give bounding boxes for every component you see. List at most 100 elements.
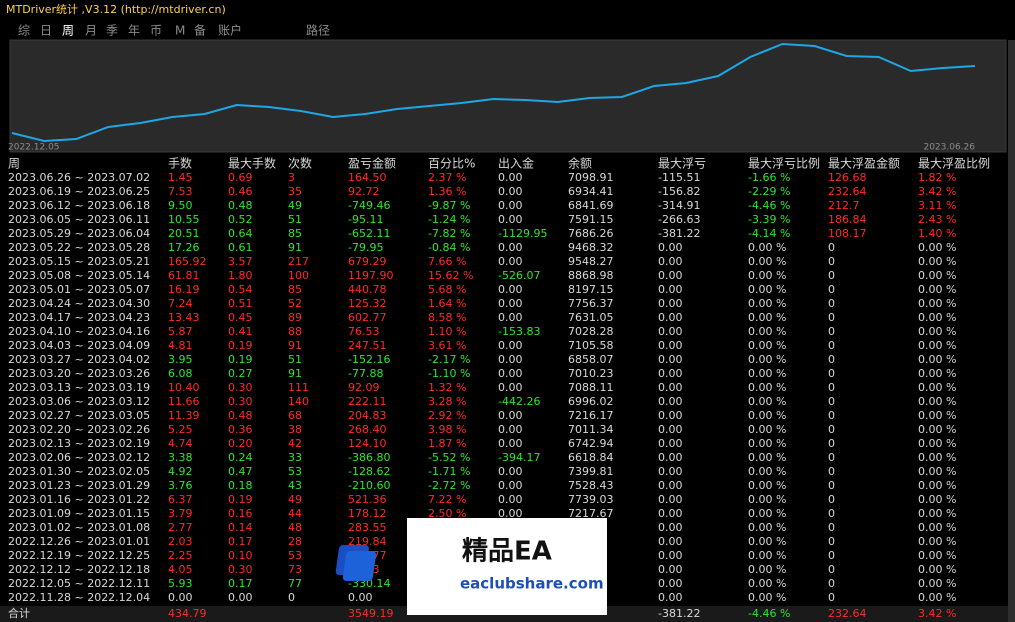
column-header[interactable]: 最大浮盈比例: [918, 157, 990, 171]
table-cell: 212.7: [828, 199, 860, 212]
table-cell: 0.00: [658, 395, 683, 408]
table-cell: -442.26: [498, 395, 540, 408]
tab[interactable]: 币: [150, 24, 162, 38]
table-cell: 20.51: [168, 227, 200, 240]
table-cell: 0: [828, 549, 835, 562]
table-cell: 0.00 %: [748, 255, 786, 268]
table-cell: 0.00: [498, 423, 523, 436]
period-cell: 2023.01.09 ~ 2023.01.15: [8, 507, 150, 520]
table-cell: 204.83: [348, 409, 387, 422]
table-cell: 38: [288, 423, 302, 436]
period-cell: 2023.04.03 ~ 2023.04.09: [8, 339, 150, 352]
table-cell: 0.00 %: [918, 507, 956, 520]
period-cell: 2023.06.19 ~ 2023.06.25: [8, 185, 150, 198]
tab[interactable]: 综: [18, 24, 30, 38]
table-cell: 0.54: [228, 283, 253, 296]
period-cell: 2022.12.12 ~ 2022.12.18: [8, 563, 150, 576]
table-cell: 0: [828, 409, 835, 422]
table-cell: 33: [288, 451, 302, 464]
column-header[interactable]: 最大浮亏: [658, 157, 706, 171]
table-cell: 126.68: [828, 171, 867, 184]
table-cell: 0.00 %: [748, 381, 786, 394]
table-cell: 7010.23: [568, 367, 614, 380]
table-cell: 49: [288, 493, 302, 506]
column-header[interactable]: 余额: [568, 156, 592, 171]
table-cell: 2.43 %: [918, 213, 956, 226]
table-cell: 0.00: [658, 577, 683, 590]
table-cell: 219.84: [348, 535, 387, 548]
table-cell: 1197.90: [348, 269, 394, 282]
table-cell: -394.17: [498, 451, 540, 464]
tab[interactable]: 账户: [218, 23, 242, 38]
table-cell: 92.72: [348, 185, 380, 198]
table-cell: 76.53: [348, 325, 380, 338]
table-cell: 283.55: [348, 521, 387, 534]
table-cell: 679.29: [348, 255, 387, 268]
tab[interactable]: 日: [40, 24, 52, 38]
tab[interactable]: 月: [85, 24, 97, 38]
column-header[interactable]: 百分比%: [428, 157, 475, 171]
table-cell: 0.00: [498, 493, 523, 506]
table-cell: 0.00: [498, 297, 523, 310]
column-header[interactable]: 次数: [288, 156, 312, 171]
table-cell: 164.50: [348, 171, 387, 184]
tab[interactable]: 备: [194, 24, 206, 38]
table-cell: 11.66: [168, 395, 200, 408]
tab[interactable]: 路径: [306, 23, 330, 38]
table-cell: -1.71 %: [428, 465, 470, 478]
table-cell: 85: [288, 227, 302, 240]
tab[interactable]: 周: [62, 24, 74, 38]
tab[interactable]: 年: [128, 24, 140, 38]
tab[interactable]: 季: [106, 24, 118, 38]
column-header[interactable]: 手数: [168, 156, 192, 171]
table-cell: 0.48: [228, 409, 253, 422]
table-cell: 0.00: [498, 507, 523, 520]
table-cell: 0.00: [498, 409, 523, 422]
table-cell: 0: [828, 241, 835, 254]
column-header[interactable]: 出入金: [498, 156, 534, 171]
period-cell: 2023.02.27 ~ 2023.03.05: [8, 409, 150, 422]
period-cell: 2023.02.06 ~ 2023.02.12: [8, 451, 150, 464]
column-header[interactable]: 盈亏金额: [348, 156, 396, 171]
table-cell: 10.55: [168, 213, 200, 226]
column-header[interactable]: 周: [8, 157, 20, 171]
table-cell: 7631.05: [568, 311, 614, 324]
table-cell: 1.64 %: [428, 297, 466, 310]
table-cell: 0: [828, 591, 835, 604]
table-cell: 0.30: [228, 395, 253, 408]
table-cell: -2.29 %: [748, 185, 790, 198]
table-cell: 8.58 %: [428, 311, 466, 324]
table-cell: 0.14: [228, 521, 253, 534]
table-cell: 165.92: [168, 255, 207, 268]
column-header[interactable]: 最大手数: [228, 156, 276, 171]
column-header[interactable]: 最大浮亏比例: [748, 157, 820, 171]
table-cell: 0.19: [228, 353, 253, 366]
table-cell: -1.66 %: [748, 171, 790, 184]
table-cell: 0.00 %: [918, 381, 956, 394]
table-cell: 178.12: [348, 507, 387, 520]
table-cell: 0.00: [498, 199, 523, 212]
table-cell: 5.68 %: [428, 283, 466, 296]
table-cell: 7028.28: [568, 325, 614, 338]
table-cell: 0.64: [228, 227, 253, 240]
table-cell: 0.00 %: [918, 423, 956, 436]
table-cell: 7217.67: [568, 507, 614, 520]
table-cell: 0: [828, 563, 835, 576]
table-cell: 0.00 %: [918, 535, 956, 548]
column-header[interactable]: 最大浮盈金额: [828, 156, 900, 171]
table-cell: 0.00 %: [748, 325, 786, 338]
table-cell: -156.82: [658, 185, 700, 198]
scrollbar[interactable]: [1008, 40, 1015, 622]
table-cell: 0.00 %: [918, 479, 956, 492]
table-cell: 0.17: [228, 577, 253, 590]
table-cell: 1.80: [228, 269, 253, 282]
tab[interactable]: M: [175, 24, 185, 38]
table-cell: 0.00 %: [918, 577, 956, 590]
table-cell: 2.03: [168, 535, 193, 548]
table-cell: 0.00 %: [748, 577, 786, 590]
table-cell: -79.95: [348, 241, 383, 254]
table-cell: 0.00: [498, 479, 523, 492]
table-cell: 0.00 %: [918, 367, 956, 380]
table-cell: 53: [288, 465, 302, 478]
table-cell: 0.00 %: [918, 465, 956, 478]
